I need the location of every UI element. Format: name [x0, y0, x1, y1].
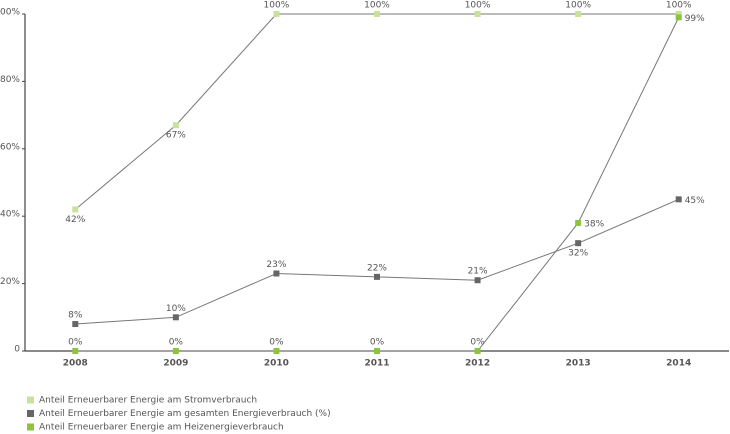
point-marker	[273, 348, 280, 354]
point-marker	[575, 240, 582, 247]
x-tick-label: 2012	[465, 359, 490, 369]
legend-swatch	[27, 410, 34, 417]
data-label: 100%	[465, 1, 491, 11]
data-label: 38%	[584, 219, 604, 229]
data-label: 100%	[666, 1, 692, 11]
data-label: 100%	[264, 1, 290, 11]
data-label: 0%	[68, 338, 83, 348]
data-label: 0%	[269, 338, 284, 348]
point-marker	[675, 196, 682, 203]
legend-label: Anteil Erneuerbarer Energie am Heizenerg…	[39, 423, 284, 433]
data-label: 42%	[65, 215, 85, 225]
data-label: 99%	[685, 14, 705, 24]
data-label: 45%	[685, 196, 705, 206]
point-marker	[172, 314, 179, 321]
x-tick-label: 2008	[63, 359, 88, 369]
series-line	[75, 17, 680, 352]
point-marker	[474, 11, 481, 17]
data-label: 8%	[68, 311, 83, 321]
point-marker	[72, 348, 79, 354]
data-label: 100%	[364, 1, 390, 11]
data-label: 10%	[166, 304, 186, 314]
y-tick-label: 40%	[0, 210, 20, 220]
x-tick-label: 2014	[666, 359, 691, 369]
data-label: 22%	[367, 263, 387, 273]
point-marker	[575, 219, 582, 226]
legend-label: Anteil Erneuerbarer Energie am Stromverb…	[39, 396, 257, 406]
y-tick-label: 20%	[0, 277, 20, 287]
data-label: 21%	[468, 267, 488, 277]
legend-swatch	[27, 423, 34, 431]
point-marker	[675, 11, 682, 17]
point-marker	[273, 270, 280, 277]
y-tick-label: 60%	[0, 142, 20, 152]
data-label: 0%	[370, 338, 385, 348]
point-marker	[675, 14, 682, 21]
data-label: 100%	[565, 1, 591, 11]
point-marker	[72, 206, 79, 213]
data-label: 23%	[266, 260, 286, 270]
data-label: 0%	[169, 338, 184, 348]
point-marker	[172, 348, 179, 354]
y-tick-label: 100%	[0, 8, 20, 18]
legend-swatch	[27, 396, 34, 404]
point-marker	[374, 273, 380, 280]
data-label: 32%	[568, 249, 588, 259]
y-tick-label: 0	[14, 345, 20, 355]
x-tick-label: 2011	[364, 359, 389, 369]
legend-label: Anteil Erneuerbarer Energie am gesamten …	[39, 409, 331, 419]
data-label: 67%	[166, 131, 186, 141]
point-marker	[474, 348, 481, 354]
point-marker	[575, 11, 582, 17]
data-label: 0%	[470, 338, 485, 348]
point-marker	[72, 321, 79, 328]
point-marker	[374, 348, 380, 354]
point-marker	[273, 11, 280, 17]
series-line	[74, 13, 679, 210]
x-tick-label: 2013	[566, 359, 591, 369]
point-marker	[374, 11, 380, 17]
y-tick-label: 80%	[0, 75, 20, 85]
point-marker	[474, 277, 481, 284]
x-tick-label: 2010	[264, 359, 289, 369]
x-tick-label: 2009	[163, 359, 188, 369]
point-marker	[172, 122, 179, 129]
